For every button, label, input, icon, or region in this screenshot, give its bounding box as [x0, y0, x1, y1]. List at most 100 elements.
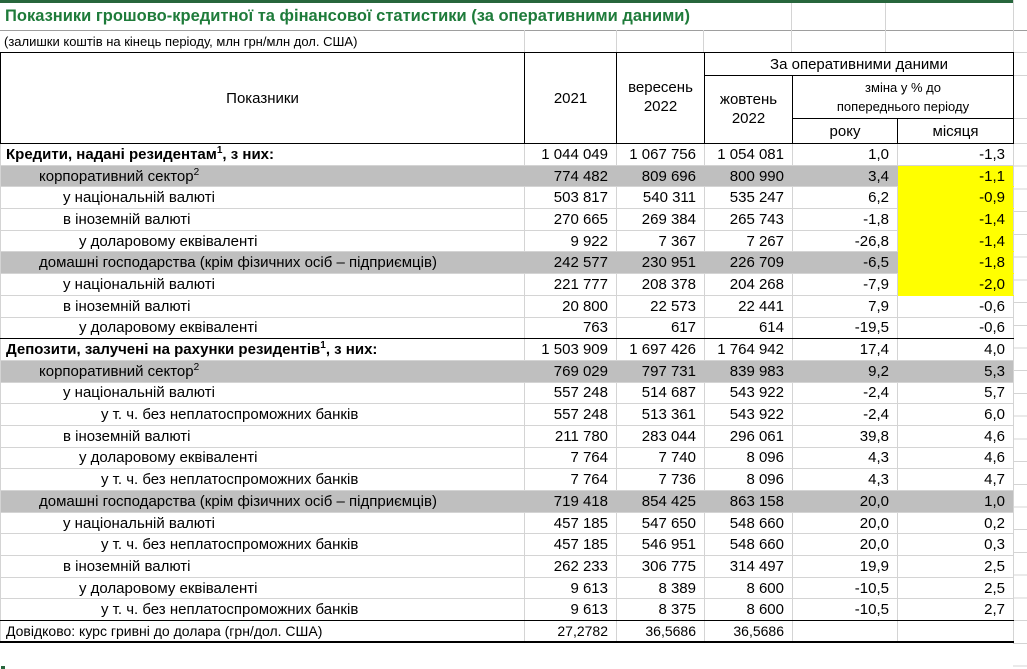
value-october-2022[interactable]: 543 922: [704, 382, 793, 405]
value-2021[interactable]: 27,2782: [524, 620, 617, 644]
row-label[interactable]: у доларовому еквіваленті: [0, 577, 525, 600]
value-october-2022[interactable]: 8 096: [704, 468, 793, 491]
value-september-2022[interactable]: 269 384: [616, 208, 705, 231]
row-label[interactable]: Кредити, надані резидентам1, з них:: [0, 143, 525, 166]
value-september-2022[interactable]: 809 696: [616, 165, 705, 188]
value-september-2022[interactable]: 617: [616, 317, 705, 340]
value-october-2022[interactable]: 614: [704, 317, 793, 340]
change-year[interactable]: 20,0: [792, 512, 898, 535]
change-month[interactable]: 2,5: [897, 555, 1014, 578]
change-month[interactable]: -0,9: [897, 186, 1014, 210]
header-year[interactable]: року: [792, 118, 898, 144]
value-september-2022[interactable]: 283 044: [616, 425, 705, 448]
row-label[interactable]: у національній валюті: [0, 273, 525, 296]
value-2021[interactable]: 211 780: [524, 425, 617, 448]
value-october-2022[interactable]: 839 983: [704, 360, 793, 383]
change-year[interactable]: [792, 620, 898, 644]
value-2021[interactable]: 503 817: [524, 186, 617, 210]
value-2021[interactable]: 457 185: [524, 512, 617, 535]
value-october-2022[interactable]: 314 497: [704, 555, 793, 578]
value-2021[interactable]: 763: [524, 317, 617, 340]
row-label[interactable]: у національній валюті: [0, 186, 525, 210]
value-2021[interactable]: 9 922: [524, 230, 617, 253]
value-october-2022[interactable]: 8 096: [704, 447, 793, 470]
change-year[interactable]: 1,0: [792, 143, 898, 166]
change-month[interactable]: 6,0: [897, 403, 1014, 426]
row-label[interactable]: у національній валюті: [0, 512, 525, 535]
row-label[interactable]: у т. ч. без неплатоспроможних банків: [0, 598, 525, 622]
header-month[interactable]: місяця: [897, 118, 1014, 144]
value-october-2022[interactable]: 548 660: [704, 533, 793, 557]
header-operational-data[interactable]: За оперативними даними: [704, 52, 1014, 76]
row-label[interactable]: в іноземній валюті: [0, 555, 525, 578]
change-year[interactable]: 39,8: [792, 425, 898, 448]
value-october-2022[interactable]: 36,5686: [704, 620, 793, 644]
value-october-2022[interactable]: 543 922: [704, 403, 793, 426]
change-month[interactable]: 2,5: [897, 577, 1014, 600]
change-month[interactable]: -1,3: [897, 143, 1014, 166]
value-september-2022[interactable]: 8 389: [616, 577, 705, 600]
value-october-2022[interactable]: 8 600: [704, 577, 793, 600]
row-label[interactable]: корпоративний сектор2: [0, 360, 525, 383]
change-year[interactable]: 3,4: [792, 165, 898, 188]
value-october-2022[interactable]: 204 268: [704, 273, 793, 296]
row-label[interactable]: у т. ч. без неплатоспроможних банків: [0, 468, 525, 491]
change-year[interactable]: -7,9: [792, 273, 898, 296]
value-2021[interactable]: 262 233: [524, 555, 617, 578]
change-month[interactable]: 4,6: [897, 425, 1014, 448]
row-label[interactable]: у т. ч. без неплатоспроможних банків: [0, 533, 525, 557]
change-year[interactable]: -2,4: [792, 403, 898, 426]
change-year[interactable]: 6,2: [792, 186, 898, 210]
value-2021[interactable]: 221 777: [524, 273, 617, 296]
value-september-2022[interactable]: 208 378: [616, 273, 705, 296]
header-october-2022[interactable]: жовтень 2022: [704, 75, 793, 144]
change-month[interactable]: 4,0: [897, 338, 1014, 361]
row-label[interactable]: домашні господарства (крім фізичних осіб…: [0, 490, 525, 513]
change-month[interactable]: -1,8: [897, 251, 1014, 275]
change-year[interactable]: -10,5: [792, 577, 898, 600]
row-label[interactable]: Депозити, залучені на рахунки резидентів…: [0, 338, 525, 361]
header-indicators[interactable]: Показники: [0, 52, 525, 144]
value-september-2022[interactable]: 513 361: [616, 403, 705, 426]
change-month[interactable]: 0,3: [897, 533, 1014, 557]
value-october-2022[interactable]: 7 267: [704, 230, 793, 253]
value-september-2022[interactable]: 1 697 426: [616, 338, 705, 361]
change-year[interactable]: 9,2: [792, 360, 898, 383]
change-year[interactable]: -6,5: [792, 251, 898, 275]
value-september-2022[interactable]: 8 375: [616, 598, 705, 622]
value-2021[interactable]: 557 248: [524, 382, 617, 405]
change-year[interactable]: -26,8: [792, 230, 898, 253]
value-2021[interactable]: 719 418: [524, 490, 617, 513]
value-september-2022[interactable]: 547 650: [616, 512, 705, 535]
change-year[interactable]: 20,0: [792, 533, 898, 557]
value-2021[interactable]: 1 044 049: [524, 143, 617, 166]
value-september-2022[interactable]: 22 573: [616, 295, 705, 318]
value-october-2022[interactable]: 535 247: [704, 186, 793, 210]
change-year[interactable]: -1,8: [792, 208, 898, 231]
value-2021[interactable]: 774 482: [524, 165, 617, 188]
value-september-2022[interactable]: 797 731: [616, 360, 705, 383]
value-october-2022[interactable]: 800 990: [704, 165, 793, 188]
change-month[interactable]: -1,4: [897, 208, 1014, 231]
value-2021[interactable]: 457 185: [524, 533, 617, 557]
value-september-2022[interactable]: 540 311: [616, 186, 705, 210]
change-month[interactable]: -1,1: [897, 165, 1014, 188]
row-label[interactable]: у доларовому еквіваленті: [0, 447, 525, 470]
change-month[interactable]: 5,3: [897, 360, 1014, 383]
change-month[interactable]: -0,6: [897, 317, 1014, 340]
header-change-percent[interactable]: зміна у % до попереднього періоду: [792, 75, 1014, 119]
value-2021[interactable]: 9 613: [524, 598, 617, 622]
change-year[interactable]: -10,5: [792, 598, 898, 622]
value-2021[interactable]: 769 029: [524, 360, 617, 383]
value-2021[interactable]: 20 800: [524, 295, 617, 318]
value-october-2022[interactable]: 226 709: [704, 251, 793, 275]
row-label[interactable]: у т. ч. без неплатоспроможних банків: [0, 403, 525, 426]
value-september-2022[interactable]: 7 367: [616, 230, 705, 253]
value-october-2022[interactable]: 265 743: [704, 208, 793, 231]
value-2021[interactable]: 9 613: [524, 577, 617, 600]
header-september-2022[interactable]: вересень 2022: [616, 52, 705, 144]
change-year[interactable]: -2,4: [792, 382, 898, 405]
row-label[interactable]: у національній валюті: [0, 382, 525, 405]
change-month[interactable]: -2,0: [897, 273, 1014, 296]
value-september-2022[interactable]: 854 425: [616, 490, 705, 513]
